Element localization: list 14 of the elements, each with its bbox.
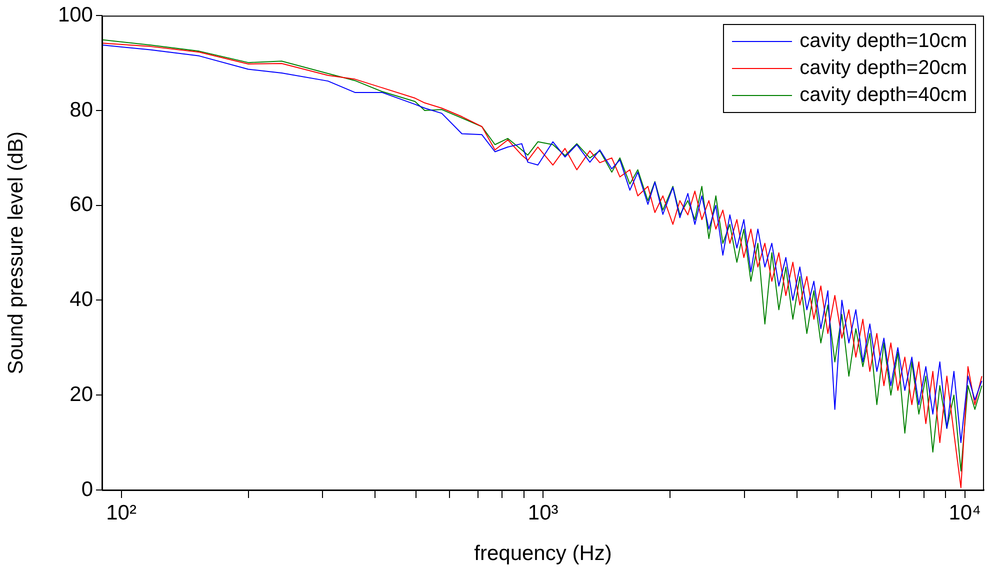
x-tick-label: 10² (106, 501, 136, 524)
x-tick-label: 10³ (528, 501, 558, 524)
y-tick-label: 80 (70, 98, 93, 122)
x-axis-title: frequency (Hz) (474, 542, 612, 566)
y-tick-label: 100 (58, 3, 93, 26)
y-tick-label: 60 (70, 193, 93, 216)
y-axis-title: Sound pressure level (dB) (4, 131, 28, 374)
y-tick-label: 0 (81, 478, 93, 501)
y-tick-label: 20 (70, 382, 93, 406)
legend-label: cavity depth=10cm (800, 30, 967, 53)
legend-label: cavity depth=40cm (800, 84, 967, 107)
x-tick-label: 10⁴ (948, 501, 982, 524)
y-tick-label: 40 (70, 288, 93, 312)
legend-label: cavity depth=20cm (800, 57, 967, 80)
